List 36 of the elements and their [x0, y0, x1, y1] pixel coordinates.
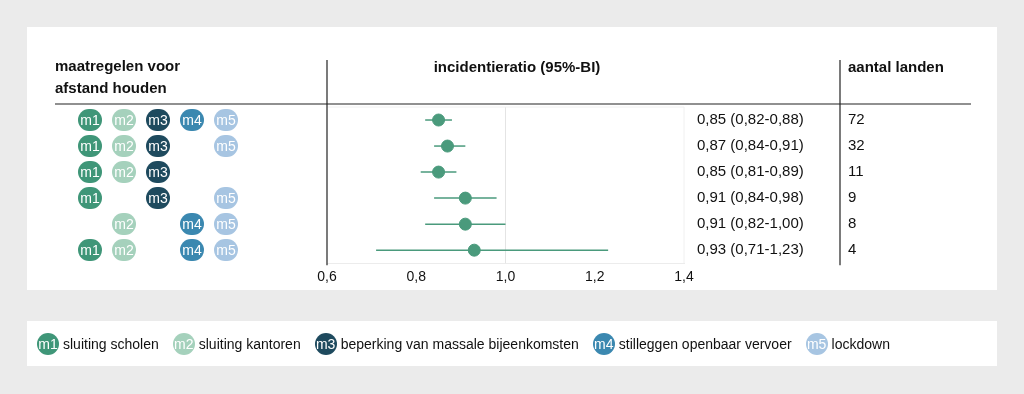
circle-badge: m5: [805, 332, 828, 355]
text: 72: [848, 110, 865, 128]
text: sluiting kantoren: [198, 335, 301, 352]
x-tick-label: 0,8: [406, 268, 427, 285]
point: [432, 113, 446, 127]
text: stilleggen openbaar vervoer: [618, 335, 792, 352]
circle-badge: m4: [592, 332, 615, 355]
x-tick-label: 1,2: [585, 268, 605, 285]
text: 4: [848, 240, 857, 258]
text: lockdown: [831, 335, 890, 352]
circle-badge: m2: [172, 332, 195, 355]
chart-title: incidentieratio (95%-BI): [433, 58, 601, 76]
text: 9: [848, 188, 857, 206]
point: [458, 191, 472, 205]
data-label: 0,85 (0,82-0,88): [697, 110, 804, 128]
circle-badge: m3: [314, 332, 337, 355]
text: 32: [848, 136, 865, 154]
text: aantal landen: [848, 58, 944, 76]
x-tick-label: 0,6: [317, 268, 337, 285]
text: sluiting scholen: [63, 335, 159, 352]
text: 11: [848, 162, 864, 180]
x-tick-label: 1,0: [495, 268, 516, 285]
point: [432, 165, 446, 179]
data-label: 0,91 (0,82-1,00): [697, 214, 804, 232]
data-label: 0,93 (0,71-1,23): [697, 240, 804, 258]
circle-badge: m1: [37, 332, 59, 355]
point: [440, 139, 454, 153]
data-label: 0,91 (0,84-0,98): [697, 188, 804, 206]
data-label: 0,85 (0,81-0,89): [697, 162, 804, 180]
data-label: 0,87 (0,84-0,91): [697, 136, 804, 154]
text: beperking van massale bijeenkomsten: [340, 335, 579, 352]
x-tick-label: 1,4: [674, 268, 694, 285]
text: 8: [848, 214, 857, 232]
text: maatregelen voor afstand houden: [55, 56, 182, 98]
point: [458, 217, 472, 231]
point: [467, 243, 481, 257]
